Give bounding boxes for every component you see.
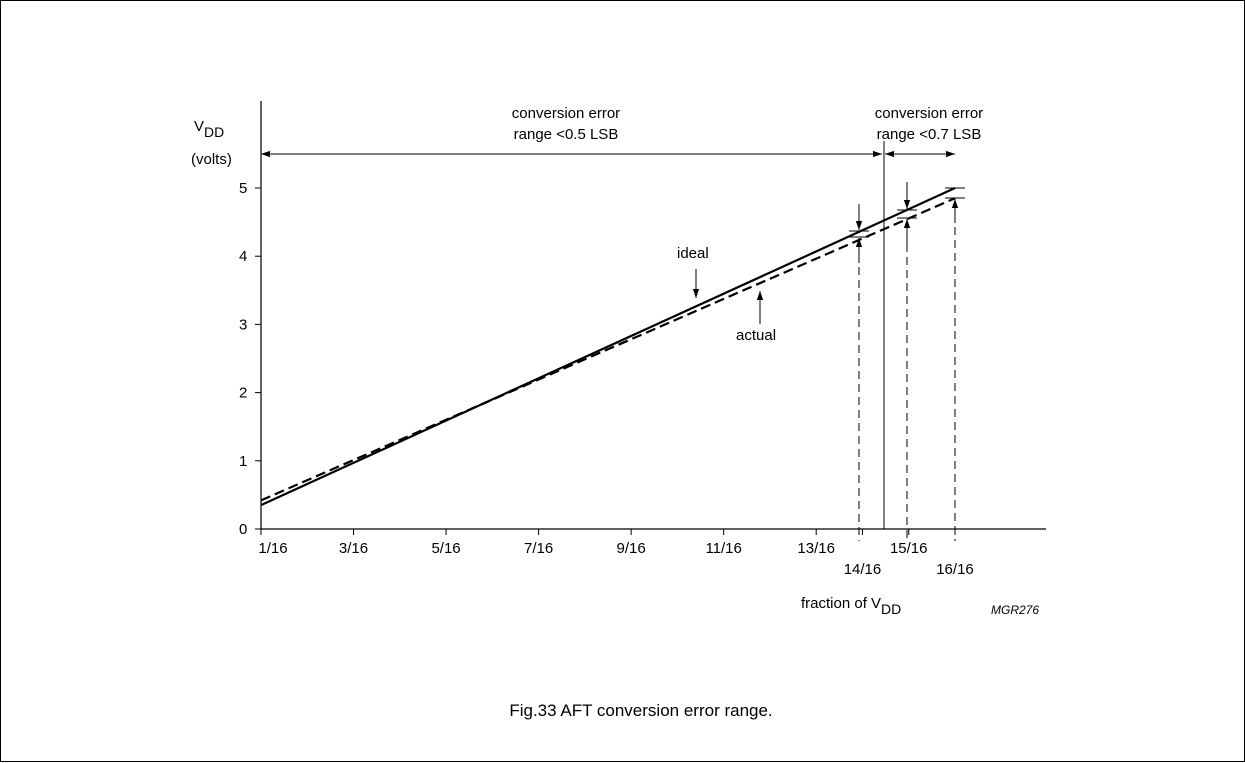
series-label-actual: actual	[736, 327, 776, 344]
series-actual-line	[260, 197, 956, 502]
y-tick-label: 1	[239, 453, 247, 470]
y-tick-label: 0	[239, 521, 247, 538]
range2-line2: range <0.7 LSB	[877, 126, 982, 143]
series-label-ideal: ideal	[677, 245, 709, 262]
x-tick-label: 15/16	[890, 540, 928, 557]
x-tick-label: 3/16	[339, 540, 368, 557]
figure-code: MGR276	[991, 603, 1039, 617]
y-tick-label: 5	[239, 180, 247, 197]
y-tick-label: 2	[239, 385, 247, 402]
y-tick-label: 3	[239, 316, 247, 333]
y-axis-unit: (volts)	[191, 151, 232, 168]
series-ideal-line	[260, 186, 956, 507]
x-tick-label: 7/16	[524, 540, 553, 557]
x-tick-label: 1/16	[258, 540, 287, 557]
figure-caption: Fig.33 AFT conversion error range.	[509, 701, 772, 720]
range1-line2: range <0.5 LSB	[514, 126, 619, 143]
x-tick-label: 5/16	[431, 540, 460, 557]
x-tick-label: 13/16	[797, 540, 835, 557]
x-tick-label: 14/16	[844, 561, 882, 578]
y-tick-label: 4	[239, 248, 247, 265]
y-axis-label: VDD	[194, 118, 224, 140]
x-tick-label: 16/16	[936, 561, 974, 578]
x-axis-label: fraction of VDD	[801, 595, 901, 617]
x-tick-label: 11/16	[705, 540, 741, 557]
range1-line1: conversion error	[512, 105, 620, 122]
x-tick-label: 9/16	[617, 540, 646, 557]
range2-line1: conversion error	[875, 105, 983, 122]
